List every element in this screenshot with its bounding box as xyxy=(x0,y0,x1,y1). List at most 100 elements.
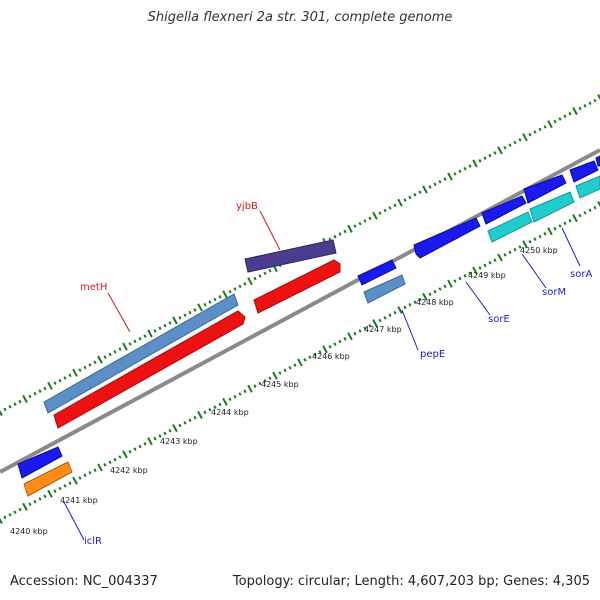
scale-tick xyxy=(563,221,567,226)
gene-label-iclr[interactable]: iclR xyxy=(84,536,102,547)
scale-tick xyxy=(503,145,507,150)
scale-tick xyxy=(68,373,72,378)
scale-tick xyxy=(338,339,342,344)
scale-tick xyxy=(183,313,187,317)
scale-tick xyxy=(547,120,553,129)
kbp-label-4250: 4250 kbp xyxy=(520,246,558,255)
scale-tick xyxy=(272,371,278,380)
scale-tick xyxy=(97,463,103,472)
scale-tick xyxy=(338,232,342,236)
scale-tick xyxy=(253,276,257,281)
scale-tick xyxy=(247,384,253,393)
scale-tick xyxy=(322,345,328,354)
feature-sorm-gene[interactable] xyxy=(487,211,533,243)
scale-tick xyxy=(463,166,467,171)
scale-tick xyxy=(93,468,97,472)
gene-label-sorm[interactable]: sorM xyxy=(542,287,566,298)
feature-sore-cds[interactable] xyxy=(413,217,481,259)
scale-tick xyxy=(403,198,407,202)
scale-tick xyxy=(433,289,437,294)
feature-iclr-cds[interactable] xyxy=(17,446,63,479)
feature-meth-gene[interactable] xyxy=(43,293,239,414)
feature-cds-mid-4[interactable] xyxy=(595,155,600,167)
scale-tick xyxy=(72,476,78,485)
scale-tick xyxy=(183,421,187,425)
scale-tick xyxy=(347,224,353,233)
scale-tick xyxy=(518,245,522,249)
scale-tick xyxy=(528,239,532,244)
scale-tick xyxy=(8,512,12,517)
scale-tick xyxy=(472,159,478,168)
gene-label-sora[interactable]: sorA xyxy=(570,269,592,280)
scale-tick xyxy=(158,326,162,331)
scale-tick xyxy=(593,98,597,103)
scale-tick xyxy=(88,470,92,475)
scale-tick xyxy=(172,424,178,433)
scale-tick xyxy=(478,159,482,163)
scale-tick xyxy=(568,218,572,223)
scale-tick xyxy=(222,397,228,406)
feature-pepe-cds[interactable] xyxy=(357,259,397,286)
scale-tick xyxy=(522,240,528,249)
scale-tick xyxy=(528,132,532,137)
scale-tick xyxy=(472,266,478,275)
scale-tick xyxy=(508,143,512,147)
feature-yjbb-cds[interactable] xyxy=(253,259,341,314)
scale-tick xyxy=(143,334,147,338)
scale-tick xyxy=(208,300,212,304)
feature-cds-mid-2[interactable] xyxy=(523,174,567,204)
scale-tick xyxy=(38,389,42,393)
scale-tick xyxy=(63,484,67,488)
scale-tick xyxy=(103,355,107,359)
gene-label-pepe[interactable]: pepE xyxy=(420,349,445,360)
feature-pepe-gene[interactable] xyxy=(363,274,406,304)
scale-tick xyxy=(597,201,600,208)
tick-row-bottom xyxy=(0,201,600,524)
scale-tick xyxy=(213,405,217,409)
scale-tick xyxy=(588,208,592,213)
scale-tick xyxy=(188,418,192,423)
feature-meth-cds[interactable] xyxy=(53,310,246,429)
gene-label-sore[interactable]: sorE xyxy=(488,314,510,325)
scale-tick xyxy=(483,156,487,160)
scale-tick xyxy=(422,185,428,194)
feature-cds-mid-3[interactable] xyxy=(569,160,599,183)
scale-tick xyxy=(47,489,53,498)
feature-sora-gene-2[interactable] xyxy=(575,175,600,199)
scale-tick xyxy=(138,336,142,341)
scale-tick xyxy=(113,457,117,462)
scale-tick xyxy=(343,337,347,341)
feature-yjbb-gene[interactable] xyxy=(244,239,337,273)
scale-tick xyxy=(22,394,28,403)
scale-tick xyxy=(22,502,28,511)
feature-iclr-gene[interactable] xyxy=(23,461,73,497)
feature-cds-mid-1[interactable] xyxy=(481,195,527,225)
scale-tick xyxy=(153,436,157,441)
scale-tick xyxy=(153,329,157,333)
scale-tick xyxy=(443,284,447,289)
scale-tick xyxy=(533,130,537,134)
scale-tick xyxy=(383,316,387,320)
scale-tick xyxy=(268,376,272,381)
scale-tick xyxy=(363,326,367,331)
kbp-label-4242: 4242 kbp xyxy=(110,466,148,475)
scale-tick xyxy=(213,297,217,302)
scale-tick xyxy=(128,449,132,454)
scale-tick xyxy=(138,444,142,449)
scale-tick xyxy=(438,179,442,184)
scale-tick xyxy=(428,185,432,189)
scale-tick xyxy=(353,224,357,228)
scale-tick xyxy=(388,313,392,318)
kbp-label-4248: 4248 kbp xyxy=(416,298,454,307)
scale-tick xyxy=(443,177,447,181)
scale-tick xyxy=(558,224,562,228)
gene-label-yjbb[interactable]: yjbB xyxy=(236,201,258,212)
gene-label-meth[interactable]: metH xyxy=(80,282,107,293)
scale-tick xyxy=(397,306,403,314)
scale-tick xyxy=(393,203,397,208)
scale-tick xyxy=(468,271,472,276)
scale-tick xyxy=(143,442,147,446)
scale-tick xyxy=(222,290,228,299)
feature-sora-gene-1[interactable] xyxy=(529,191,575,223)
scale-tick xyxy=(243,282,247,286)
